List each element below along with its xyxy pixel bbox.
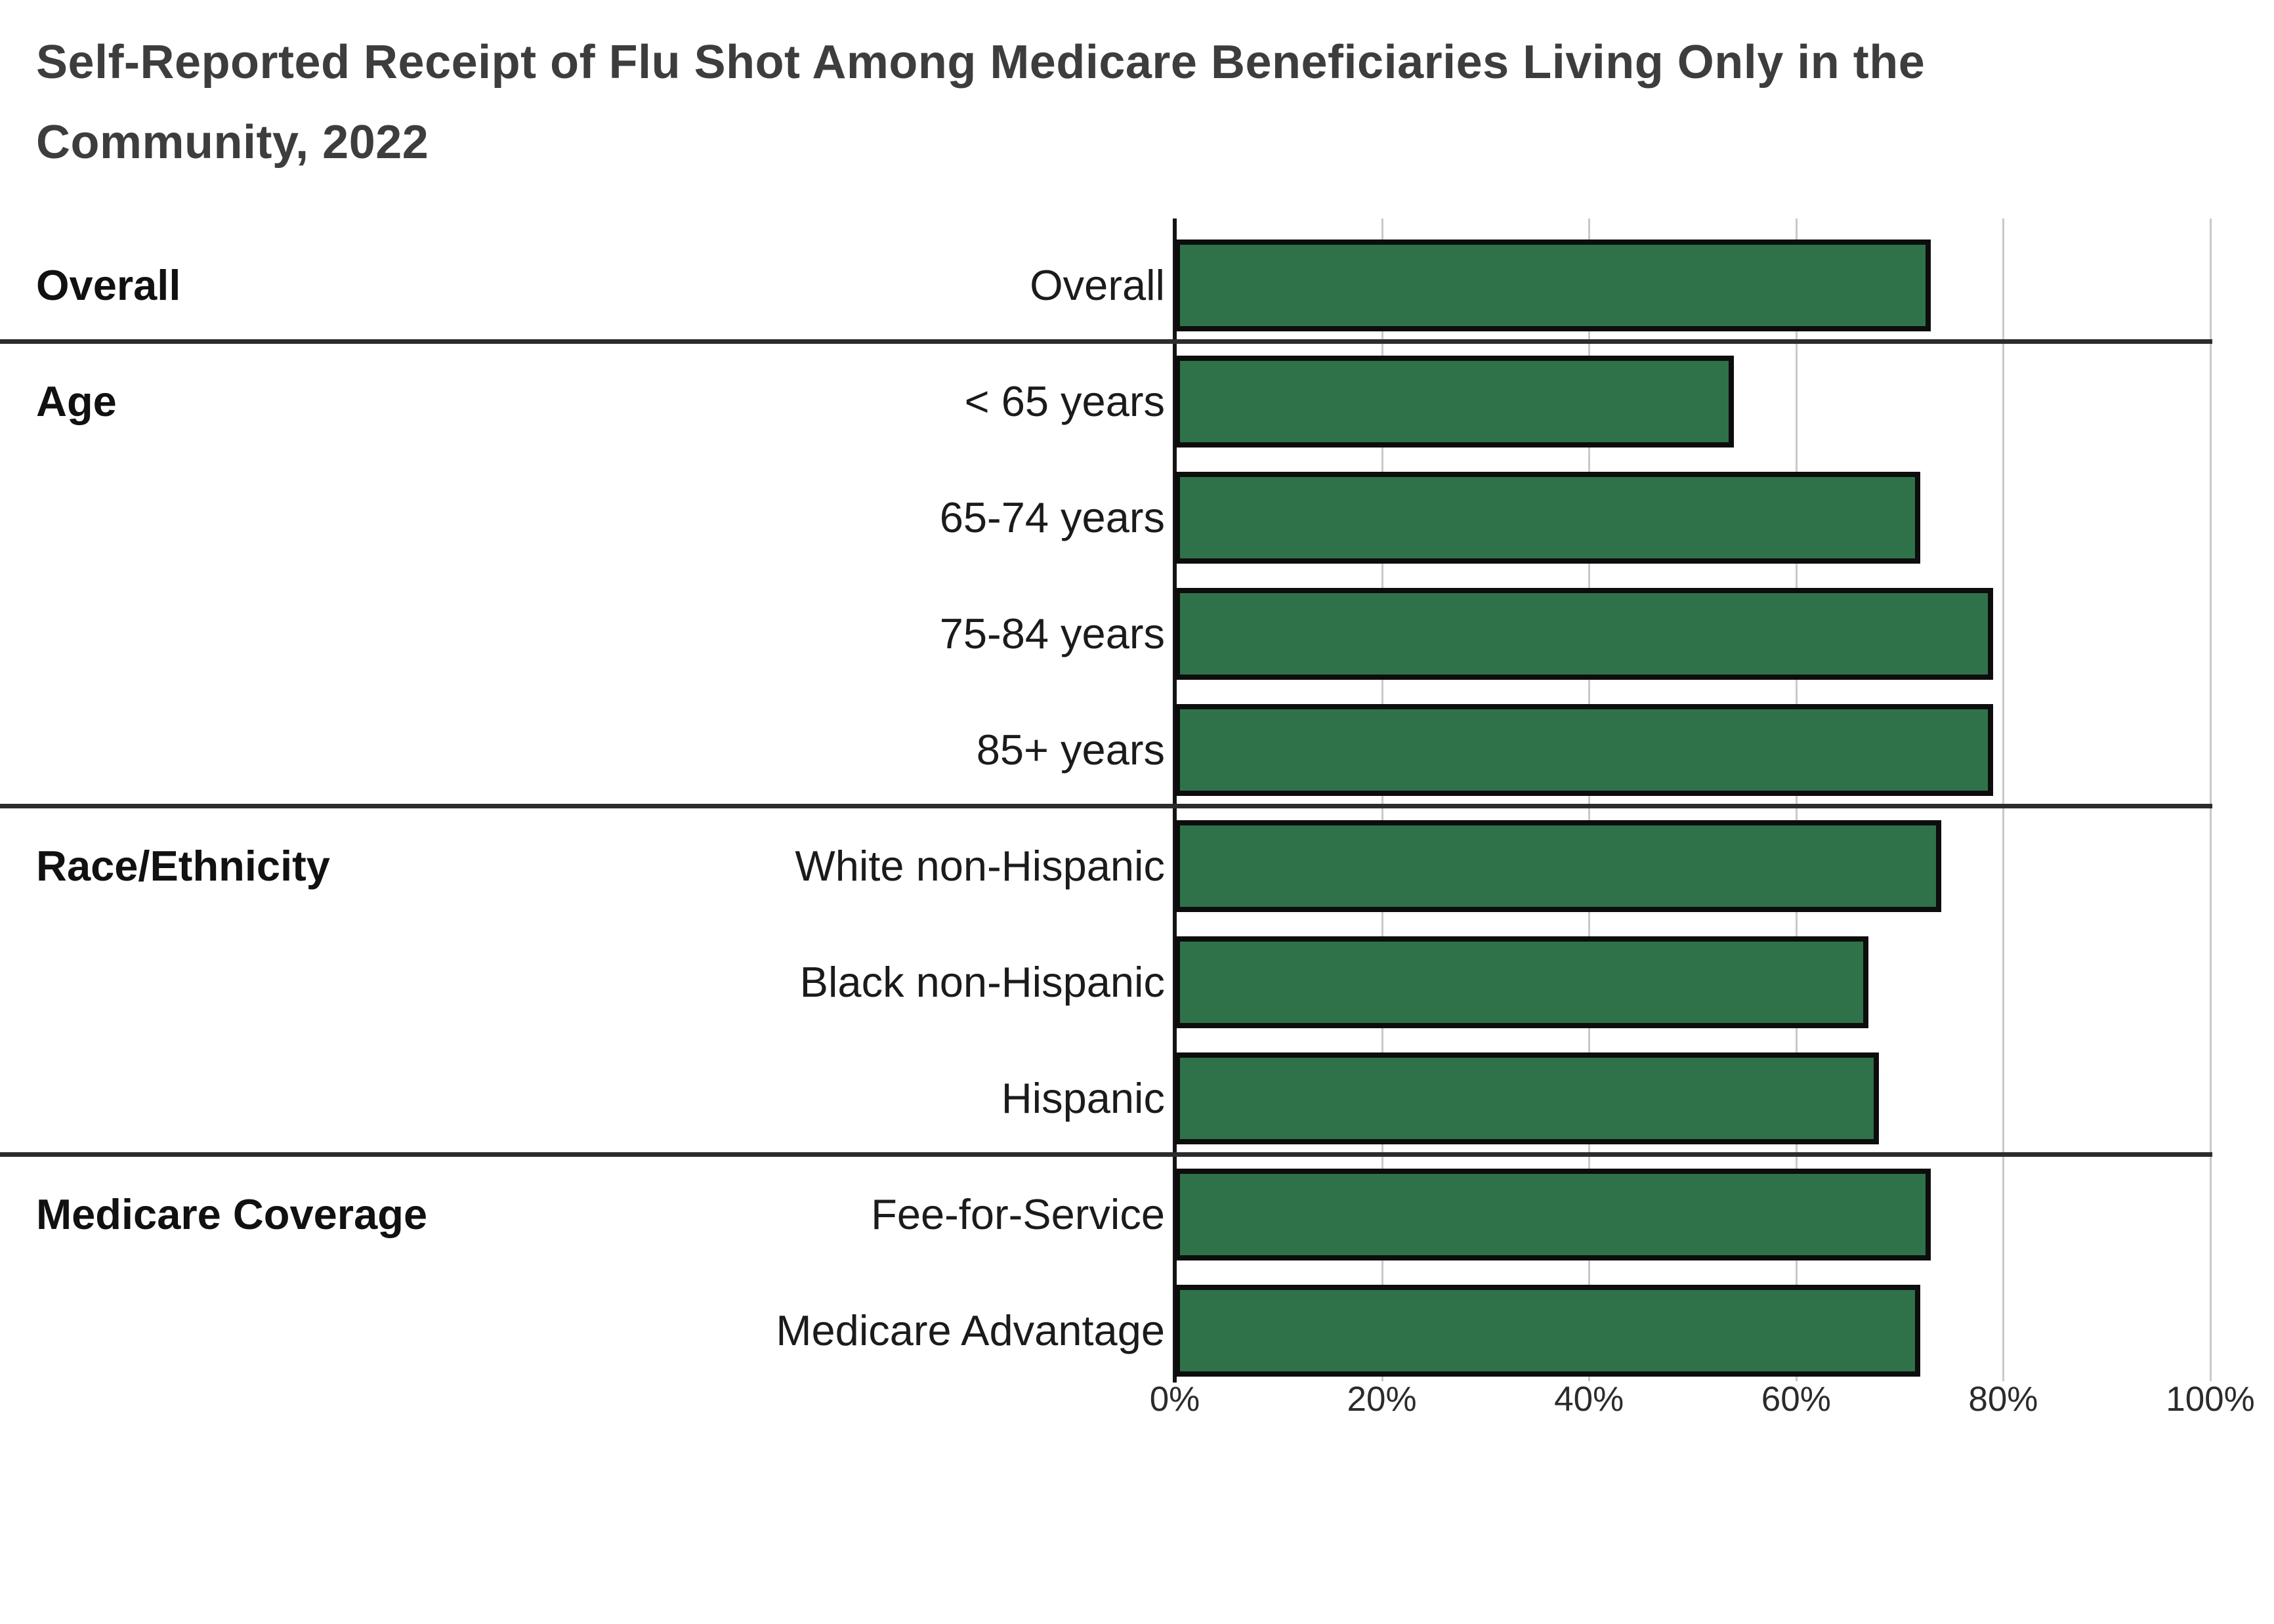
row-label-black-non-hispanic: Black non-Hispanic	[799, 958, 1165, 1006]
row-label-white-non-hispanic: White non-Hispanic	[795, 842, 1165, 890]
group-divider	[0, 339, 2212, 344]
row-label-65-74-years: 65-74 years	[939, 493, 1165, 541]
x-tick-label-100pct: 100%	[2166, 1380, 2255, 1419]
gridline-40pct	[1588, 219, 1591, 1381]
bar-85-years	[1175, 704, 1993, 796]
chart-title: Self-Reported Receipt of Flu Shot Among …	[36, 22, 2235, 182]
group-label-overall: Overall	[36, 261, 181, 309]
gridline-80pct	[2002, 219, 2005, 1381]
row-label-65-years: < 65 years	[964, 377, 1165, 425]
bar-fee-for-service	[1175, 1169, 1931, 1260]
bar-hispanic	[1175, 1052, 1879, 1144]
gridline-100pct	[2210, 219, 2212, 1381]
x-tick-label-80pct: 80%	[1968, 1380, 2038, 1419]
row-label-85-years: 85+ years	[976, 726, 1165, 774]
bar-medicare-advantage	[1175, 1285, 1920, 1377]
chart-title-line-2: Community, 2022	[36, 116, 429, 169]
chart-title-line-1: Self-Reported Receipt of Flu Shot Among …	[36, 36, 1926, 89]
group-label-medicare-coverage: Medicare Coverage	[36, 1190, 428, 1238]
bar-overall	[1175, 239, 1931, 331]
group-divider	[0, 1152, 2212, 1157]
bar-white-non-hispanic	[1175, 820, 1941, 912]
row-label-overall: Overall	[1030, 261, 1165, 309]
x-tick-label-60pct: 60%	[1761, 1380, 1831, 1419]
x-tick-label-0pct: 0%	[1149, 1380, 1200, 1419]
row-label-hispanic: Hispanic	[1001, 1074, 1165, 1122]
x-tick-label-40pct: 40%	[1554, 1380, 1624, 1419]
group-label-age: Age	[36, 377, 117, 425]
bar-65-years	[1175, 356, 1734, 448]
row-label-fee-for-service: Fee-for-Service	[871, 1190, 1165, 1238]
row-label-medicare-advantage: Medicare Advantage	[776, 1306, 1165, 1354]
bar-65-74-years	[1175, 472, 1920, 564]
group-label-race-ethnicity: Race/Ethnicity	[36, 842, 330, 890]
x-tick-label-20pct: 20%	[1347, 1380, 1417, 1419]
axis-line-0pct	[1173, 219, 1177, 1383]
bar-75-84-years	[1175, 588, 1993, 680]
group-divider	[0, 804, 2212, 808]
bar-black-non-hispanic	[1175, 936, 1868, 1028]
gridline-20pct	[1381, 219, 1383, 1381]
row-label-75-84-years: 75-84 years	[939, 610, 1165, 657]
gridline-60pct	[1795, 219, 1798, 1381]
